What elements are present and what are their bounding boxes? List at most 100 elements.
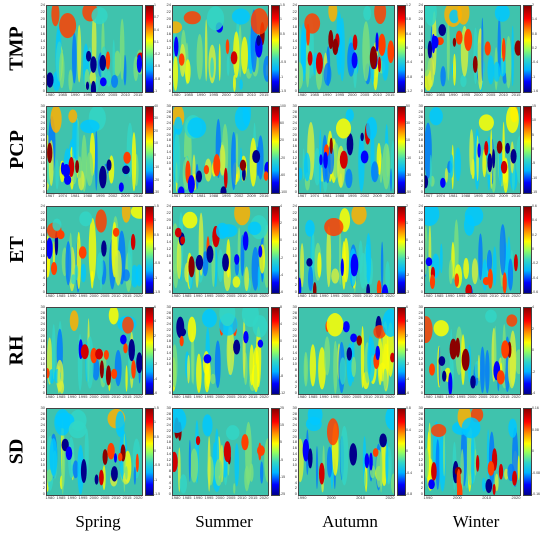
y-tick-label: 4 [294,378,297,384]
x-tick-label: 2015 [374,293,384,298]
wavelet-plot-area [46,106,143,194]
y-tick-label: 22 [418,427,423,433]
colorbar-tick-label: -50 [406,190,412,194]
y-tick-label: 18 [292,439,297,445]
colorbar-tick-label: -1.5 [154,290,161,294]
x-tick-label: 1985 [184,92,194,97]
x-tick-label: 2016 [133,193,143,198]
y-tick-label: 10 [166,52,171,58]
wavelet-plot-area [298,106,395,194]
panel-pcp-winter: 30 28 26 24 22 20 18 16 14 12 10 8 6 4 2 0 1967 1974 1981 1… [414,104,538,200]
y-tick-label: 8 [42,468,45,474]
x-axis-ticks: 1980 1985 1990 1995 2000 2005 2010 2015 2020 [298,293,395,299]
y-tick-label: 8 [42,166,45,172]
panel-pcp-summer: 30 28 26 24 22 20 18 16 14 12 10 8 6 4 2 0 1967 1974 1981 1… [162,104,287,200]
y-tick-label: 30 [40,304,45,309]
x-tick-label: 1974 [184,193,194,198]
wavelet-plot-area [424,106,521,194]
y-tick-label: 24 [166,2,171,7]
x-tick-label: 2002 [234,193,244,198]
y-tick-label: 10 [40,253,45,259]
colorbar-tick-label: -0.2 [532,261,539,266]
panel-sd-winter: 30 28 26 24 22 20 18 16 14 12 10 8 6 4 2 0 1990 2000 2010 2… [414,406,540,502]
x-tick-label: 2010 [246,92,256,97]
x-tick-label: 2015 [500,394,510,399]
colorbar [523,408,532,496]
y-tick-label: 10 [292,52,297,58]
y-tick-label: 24 [418,2,423,7]
y-tick-label: 0 [420,289,423,294]
x-tick-label: 1995 [461,92,471,97]
y-tick-label: 14 [292,450,297,456]
colorbar-tick-label: 20 [154,128,158,133]
y-tick-label: 18 [166,137,171,143]
y-tick-label: 16 [40,445,45,451]
colorbar-tick-label: 0.6 [532,204,537,208]
y-tick-label: 8 [294,59,297,65]
y-tick-label: 14 [292,349,297,355]
x-tick-label: 2010 [237,394,247,399]
y-tick-label: 8 [42,367,45,373]
y-tick-label: 20 [418,217,423,223]
wavelet-plot-area [172,5,269,93]
y-tick-label: 6 [168,171,171,177]
y-tick-label: 18 [418,338,423,344]
x-tick-label: 1988 [335,193,345,198]
y-tick-label: 28 [418,410,423,416]
wavelet-plot-area [298,408,395,496]
wavelet-contour-image [425,409,520,495]
x-tick-label: 1974 [310,193,320,198]
y-tick-label: 6 [420,267,423,273]
colorbar-tick-label: -5 [532,161,536,166]
x-tick-label: 2005 [234,92,244,97]
x-tick-label: 1995 [78,394,88,399]
y-tick-label: 16 [418,30,423,36]
x-tick-label: 1995 [204,394,214,399]
x-tick-label: 2010 [111,293,121,298]
y-tick-label: 20 [418,332,423,338]
row-label-text: PCP [5,129,28,169]
y-tick-label: 26 [166,416,171,422]
y-tick-label: 4 [168,479,171,485]
y-tick-label: 22 [166,9,171,15]
y-tick-label: 10 [40,52,45,58]
panel-sd-summer: 30 28 26 24 22 20 18 16 14 12 10 8 6 4 2 0 1980 1985 1990 1… [162,406,286,502]
y-tick-label: 30 [418,103,423,108]
x-axis-ticks: 1980 1985 1990 1995 2000 2005 2010 2015 2020 [424,293,521,299]
colorbar-tick-label: 0.4 [154,27,159,32]
y-tick-label: 18 [166,23,171,29]
y-tick-label: 14 [40,148,45,154]
y-tick-label: 14 [166,37,171,43]
y-tick-label: 6 [168,267,171,273]
colorbar-tick-label: -25 [280,492,286,496]
panel-pcp-spring: 30 28 26 24 22 20 18 16 14 12 10 8 6 4 2 0 1967 1974 1981 1… [36,104,160,200]
y-tick-label: 16 [292,143,297,149]
y-tick-label: 16 [292,344,297,350]
y-tick-label: 0 [168,189,171,194]
y-tick-label: 20 [292,131,297,137]
panel-rh-spring: 30 28 26 24 22 20 18 16 14 12 10 8 6 4 2 0 1980 1985 1990 1… [36,305,160,401]
colorbar-tick-label: 2 [406,204,408,208]
colorbar-tick-label: 5 [532,132,534,137]
x-tick-label: 2000 [341,293,351,298]
y-tick-label: 4 [294,177,297,183]
y-tick-label: 22 [292,326,297,332]
colorbar-tick-label: 1.5 [154,204,159,208]
y-tick-label: 20 [418,16,423,22]
y-tick-label: 0 [294,88,297,93]
x-axis-ticks: 1980 1985 1990 1995 2000 2005 2010 2015 [46,92,143,98]
y-tick-label: 10 [40,361,45,367]
x-tick-label: 2005 [108,92,118,97]
y-tick-label: 16 [292,445,297,451]
colorbar-tick-label: -8 [280,373,284,378]
y-tick-label: 14 [40,450,45,456]
x-axis-ticks: 1990 2000 2010 2020 [424,495,521,501]
panel-pcp-autumn: 30 28 26 24 22 20 18 16 14 12 10 8 6 4 2 0 1967 1974 1981 1… [288,104,412,200]
colorbar-tick-label: 0.2 [532,46,537,50]
x-tick-label: 1985 [310,92,320,97]
colorbar-tick-label: 15 [532,104,536,108]
y-tick-label: 26 [418,114,423,120]
x-tick-label: 1988 [83,193,93,198]
y-tick-label: 16 [166,143,171,149]
wavelet-plot-area [298,5,395,93]
